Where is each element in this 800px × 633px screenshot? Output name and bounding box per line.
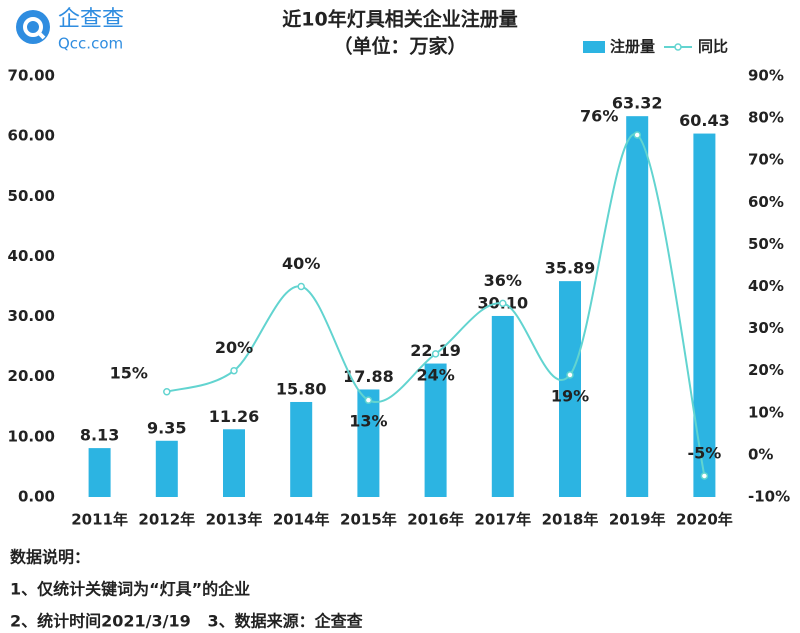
- bar: [223, 429, 245, 497]
- x-tick-label: 2020年: [676, 511, 733, 529]
- x-tick-label: 2013年: [206, 511, 263, 529]
- y-tick-label: 10.00: [8, 427, 55, 445]
- note: 2、统计时间2021/3/19 3、数据来源：企查查: [10, 612, 363, 631]
- x-tick-label: 2011年: [71, 511, 128, 529]
- y-tick-label: 70.00: [8, 67, 55, 85]
- bar-value-label: 17.88: [343, 367, 394, 386]
- bar-value-label: 63.32: [612, 94, 663, 113]
- bar: [88, 448, 111, 497]
- logo-icon-handle: [36, 30, 46, 40]
- x-tick-label: 2014年: [273, 511, 330, 529]
- bar-value-label: 9.35: [147, 418, 186, 437]
- bar: [693, 133, 716, 498]
- x-tick-label: 2015年: [340, 511, 397, 529]
- y2-tick-label: 0%: [748, 445, 773, 463]
- line-value-label: 40%: [282, 254, 320, 273]
- legend-label: 注册量: [610, 38, 655, 56]
- line-point: [364, 396, 373, 404]
- y-tick-label: 60.00: [8, 127, 55, 145]
- x-tick-label: 2019年: [609, 511, 666, 529]
- bar-value-label: 8.13: [80, 426, 119, 445]
- line-value-label: 19%: [551, 386, 589, 405]
- chart-subtitle: （单位：万家）: [333, 35, 466, 58]
- x-tick-label: 2018年: [542, 511, 599, 529]
- logo-icon-ring: [23, 17, 43, 37]
- y2-tick-label: 60%: [748, 193, 784, 211]
- note: 1、仅统计关键词为“灯具”的企业: [10, 580, 250, 599]
- bar-value-label: 60.43: [679, 111, 730, 130]
- line-point: [499, 299, 507, 308]
- logo: 企查查 Qcc.com: [16, 7, 124, 53]
- line-point: [163, 388, 171, 396]
- line-point: [230, 366, 238, 375]
- bar-value-label: 15.80: [276, 379, 327, 398]
- line-value-label: 36%: [484, 271, 522, 290]
- y-tick-label: 50.00: [8, 187, 55, 205]
- x-tick-label: 2016年: [407, 511, 464, 529]
- bar: [155, 440, 178, 497]
- legend-bar-swatch: [583, 41, 605, 53]
- y2-tick-label: 20%: [748, 361, 784, 379]
- chart-title: 近10年灯具相关企业注册量: [282, 8, 517, 31]
- line-value-label: -5%: [687, 443, 721, 462]
- y-tick-label: 0.00: [18, 488, 55, 506]
- bar: [290, 401, 313, 497]
- line-value-label: 15%: [110, 363, 148, 382]
- bar-value-label: 11.26: [209, 407, 260, 426]
- line-point: [566, 371, 574, 379]
- y2-tick-label: 30%: [748, 319, 784, 337]
- logo-domain: Qcc.com: [58, 35, 123, 53]
- legend-line-dot: [674, 43, 682, 51]
- bar: [559, 281, 581, 497]
- line-point: [431, 350, 440, 358]
- line-point: [297, 282, 305, 291]
- line-point: [700, 472, 709, 480]
- line-value-label: 24%: [416, 365, 454, 384]
- y2-tick-label: 80%: [748, 109, 784, 127]
- bar-value-label: 35.89: [545, 259, 596, 278]
- y2-tick-label: -10%: [748, 488, 790, 506]
- bar: [491, 315, 514, 497]
- legend-label: 同比: [698, 38, 728, 56]
- y2-tick-label: 70%: [748, 151, 784, 169]
- logo-icon: [16, 10, 50, 44]
- y2-tick-label: 40%: [748, 277, 784, 295]
- bar: [357, 389, 380, 497]
- bar: [424, 363, 447, 497]
- logo-name: 企查查: [58, 7, 124, 32]
- x-tick-label: 2017年: [474, 511, 531, 529]
- y-tick-label: 20.00: [8, 367, 55, 385]
- line-value-label: 76%: [580, 106, 618, 125]
- bar: [626, 116, 649, 498]
- y2-tick-label: 10%: [748, 403, 784, 421]
- y2-tick-label: 50%: [748, 235, 784, 253]
- y-tick-label: 40.00: [8, 247, 55, 265]
- y-tick-label: 30.00: [8, 307, 55, 325]
- line-point: [633, 131, 641, 139]
- y2-tick-label: 90%: [748, 67, 784, 85]
- line-value-label: 20%: [215, 338, 253, 357]
- line-value-label: 13%: [349, 412, 387, 431]
- note: 数据说明：: [10, 548, 90, 567]
- x-tick-label: 2012年: [138, 511, 195, 529]
